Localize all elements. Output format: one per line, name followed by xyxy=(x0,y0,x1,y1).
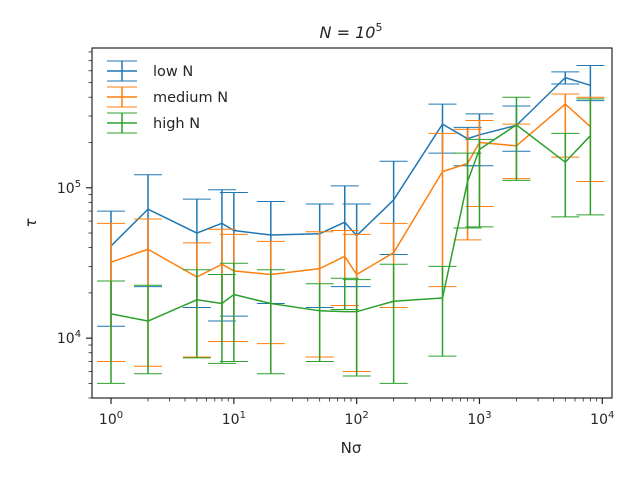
x-tick-label: 103 xyxy=(467,410,491,428)
series-high-n xyxy=(97,96,605,384)
y-tick-label: 105 xyxy=(57,179,81,197)
legend-label: low N xyxy=(153,64,193,80)
x-tick-label: 104 xyxy=(590,410,614,428)
series-line xyxy=(110,103,591,278)
series-line xyxy=(110,124,591,322)
series-line xyxy=(110,76,591,247)
x-tick-label: 100 xyxy=(99,410,123,428)
legend-entry: high N xyxy=(107,112,200,134)
legend-label: high N xyxy=(153,116,200,132)
chart-title-exp: 5 xyxy=(375,21,382,34)
x-tick-label: 102 xyxy=(345,410,369,428)
legend-label: medium N xyxy=(153,90,228,106)
chart-title-base: N = 10 xyxy=(320,23,376,42)
x-axis-label: Nσ xyxy=(341,439,362,457)
legend-entry: medium N xyxy=(107,86,228,108)
legend-entry: low N xyxy=(107,60,193,82)
x-tick-label: 101 xyxy=(222,410,246,428)
y-axis-label: τ xyxy=(22,218,40,228)
legend: low N medium N high N xyxy=(107,60,228,134)
plot-area xyxy=(97,65,605,384)
axes: 100 101 102 103 104 104 105 xyxy=(57,47,614,428)
plot-frame xyxy=(91,47,613,399)
y-tick-label: 104 xyxy=(57,329,81,347)
chart-title: N = 105 xyxy=(320,21,383,42)
